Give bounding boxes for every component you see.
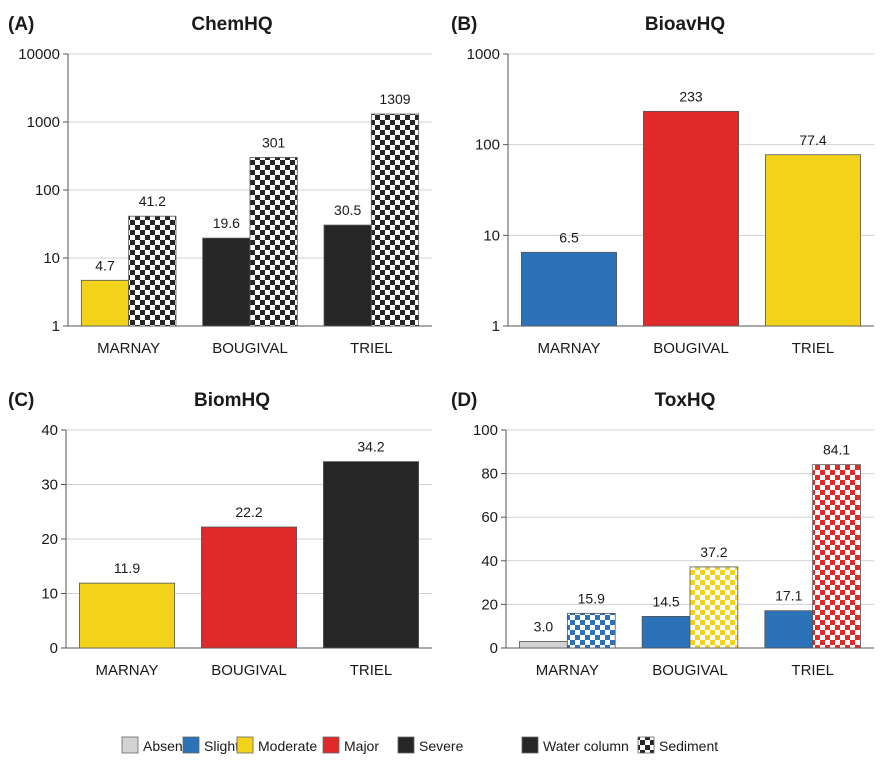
bar-value-label: 34.2 [357, 439, 384, 455]
panel-letter: (C) [8, 390, 34, 411]
legend-label-sediment: Sediment [659, 738, 718, 754]
panel-letter: (B) [451, 14, 477, 35]
x-category-label: TRIEL [791, 662, 834, 679]
bar-value-label: 30.5 [334, 202, 361, 218]
bar-value-label: 301 [262, 134, 286, 150]
x-category-label: MARNAY [97, 340, 160, 357]
y-tick-label: 100 [475, 137, 500, 154]
legend-swatch-slight [182, 736, 200, 754]
y-tick-label: 20 [41, 531, 58, 548]
bar-value-label: 19.6 [213, 215, 240, 231]
x-category-label: TRIEL [350, 662, 393, 679]
bar-bougival-water [201, 526, 297, 649]
legend-label-water-column: Water column [543, 738, 629, 754]
bar-marnay-water [80, 279, 130, 327]
bar-value-label: 11.9 [114, 560, 140, 576]
legend-label-slight: Slight [204, 738, 239, 754]
x-category-label: MARNAY [95, 662, 158, 679]
x-category-label: BOUGIVAL [211, 662, 287, 679]
bar-marnay-water [521, 251, 617, 327]
panel-b: (B) BioavHQ 1 10 100 1000 MARNAY BOUGIVAL TRIEL 6… [451, 14, 874, 357]
bar-triel-water [764, 610, 814, 649]
bar-bougival-water [202, 237, 251, 327]
bar-value-label: 17.1 [775, 588, 802, 604]
bar-value-label: 3.0 [534, 618, 554, 634]
bar-bougival-water [641, 615, 691, 649]
legend-label-moderate: Moderate [258, 738, 317, 754]
bar-marnay-sediment [566, 612, 616, 649]
x-category-label: TRIEL [792, 340, 835, 357]
panel-title: ToxHQ [655, 390, 716, 411]
y-tick-label: 30 [41, 477, 58, 494]
panel-title: BioavHQ [645, 14, 725, 35]
panel-title: ChemHQ [191, 14, 272, 35]
bar-value-label: 22.2 [235, 504, 262, 520]
panel-letter: (A) [8, 14, 34, 35]
panel-a: (A) ChemHQ 1 10 100 1000 10000 MARNAY BOUGIVAL TR… [8, 14, 432, 357]
bar-marnay-water [519, 641, 568, 649]
legend-swatch-moderate [236, 736, 254, 754]
legend-swatch-absent [121, 736, 139, 754]
panel-d: (D) ToxHQ 0 20 40 60 80 100 MARNAY BOUGIVAL TRIEL 3… [451, 390, 874, 679]
legend-swatch-sediment [637, 736, 655, 754]
bar-value-label: 77.4 [799, 132, 826, 148]
bar-bougival-sediment [689, 566, 739, 649]
legend-swatch-severe [397, 736, 415, 754]
legend-label-absent: Absent [143, 738, 187, 754]
x-category-label: BOUGIVAL [212, 340, 288, 357]
bar-triel-water [323, 461, 419, 649]
x-category-label: BOUGIVAL [653, 340, 729, 357]
x-category-label: MARNAY [536, 662, 599, 679]
y-tick-label: 60 [481, 509, 498, 526]
y-tick-label: 10000 [18, 46, 60, 63]
x-category-label: MARNAY [537, 340, 600, 357]
legend-label-major: Major [344, 738, 379, 754]
y-tick-label: 40 [481, 553, 498, 570]
y-tick-label: 1 [52, 318, 60, 335]
x-category-label: BOUGIVAL [652, 662, 728, 679]
bar-value-label: 41.2 [139, 193, 166, 209]
y-tick-label: 100 [473, 422, 498, 439]
y-tick-label: 1 [492, 318, 500, 335]
bar-bougival-sediment [249, 157, 298, 327]
bar-value-label: 37.2 [700, 544, 727, 560]
panel-letter: (D) [451, 390, 477, 411]
bar-value-label: 233 [679, 88, 703, 104]
legend-swatch-major [322, 736, 340, 754]
bar-bougival-water [643, 110, 739, 327]
bar-value-label: 1309 [379, 91, 410, 107]
legend-label-severe: Severe [419, 738, 464, 754]
bar-triel-sediment [370, 113, 420, 327]
bar-marnay-water [79, 582, 175, 649]
y-tick-label: 0 [490, 640, 498, 657]
y-tick-label: 10 [483, 227, 500, 244]
bar-triel-sediment [812, 464, 861, 649]
y-tick-label: 1000 [27, 114, 60, 131]
y-tick-label: 0 [50, 640, 58, 657]
x-category-label: TRIEL [350, 340, 393, 357]
panel-c: (C) BiomHQ 0 10 20 30 40 MARNAY BOUGIVAL TRIEL 11.… [8, 390, 432, 679]
bar-value-label: 6.5 [559, 229, 579, 245]
y-tick-label: 40 [41, 422, 58, 439]
bar-value-label: 15.9 [578, 590, 605, 606]
y-tick-label: 10 [43, 250, 60, 267]
y-tick-label: 10 [41, 586, 58, 603]
y-tick-label: 20 [481, 596, 498, 613]
bar-triel-water [323, 224, 372, 327]
bar-value-label: 4.7 [95, 257, 115, 273]
legend: Absent Slight Moderate Major Severe Water col… [121, 736, 718, 754]
y-tick-label: 1000 [467, 46, 500, 63]
bar-marnay-sediment [128, 215, 177, 327]
bar-value-label: 14.5 [652, 593, 679, 609]
bar-triel-water [765, 154, 861, 327]
y-tick-label: 80 [481, 466, 498, 483]
y-tick-label: 100 [35, 182, 60, 199]
bar-value-label: 84.1 [823, 442, 850, 458]
panel-title: BiomHQ [194, 390, 270, 411]
legend-swatch-water-column [521, 736, 539, 754]
